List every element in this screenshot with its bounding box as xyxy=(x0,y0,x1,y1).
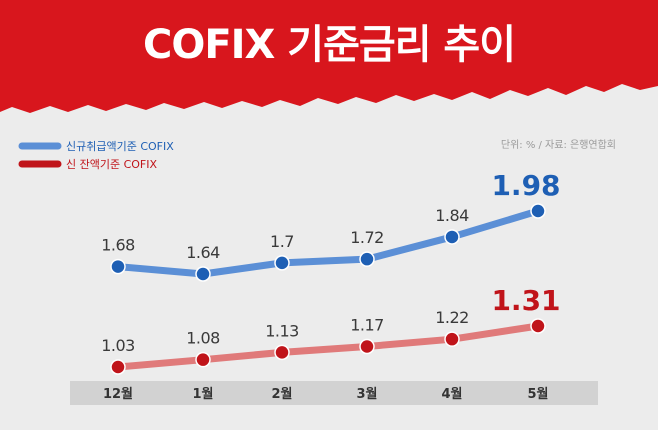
data-point-series-1 xyxy=(359,251,375,267)
data-label-series-2: 1.03 xyxy=(101,336,135,355)
data-label-series-1: 1.72 xyxy=(350,228,384,247)
data-label-series-1: 1.84 xyxy=(435,206,469,225)
data-point-series-1 xyxy=(530,203,546,219)
data-label-series-1: 1.64 xyxy=(186,243,220,262)
data-point-series-2 xyxy=(530,318,546,334)
data-label-series-2: 1.22 xyxy=(435,308,469,327)
data-label-series-1: 1.68 xyxy=(101,236,135,255)
legend-label-series-2: 신 잔액기준 COFIX xyxy=(66,158,158,171)
x-tick-label: 3월 xyxy=(356,386,377,402)
x-tick-label: 1월 xyxy=(192,386,213,402)
x-tick-label: 5월 xyxy=(527,386,548,402)
data-label-series-1: 1.7 xyxy=(270,232,294,251)
data-point-series-1 xyxy=(274,255,290,271)
x-tick-label: 4월 xyxy=(441,386,462,402)
x-tick-label: 12월 xyxy=(103,386,133,402)
data-label-series-1: 1.98 xyxy=(491,169,560,202)
series-line-1 xyxy=(114,207,542,278)
x-axis-bar xyxy=(70,381,598,405)
data-point-series-2 xyxy=(110,359,126,375)
data-point-series-1 xyxy=(110,258,126,275)
series-line-2 xyxy=(114,322,542,371)
chart-title: COFIX 기준금리 추이 xyxy=(143,22,515,68)
data-point-series-2 xyxy=(195,351,211,368)
data-label-series-2: 1.31 xyxy=(491,284,560,317)
data-labels-layer: 1.68 1.64 1.7 1.72 1.84 1.98 1.03 1.08 1.13 1.17 1… xyxy=(101,169,560,355)
data-point-series-2 xyxy=(359,338,375,355)
data-point-series-2 xyxy=(444,331,460,347)
legend-label-series-1: 신규취급액기준 COFIX xyxy=(66,140,174,153)
data-label-series-2: 1.08 xyxy=(186,329,220,348)
data-point-series-1 xyxy=(444,229,460,245)
data-label-series-2: 1.13 xyxy=(265,321,299,340)
x-tick-labels: 12월 1월 2월 3월 4월 5월 xyxy=(103,386,549,402)
title-banner xyxy=(0,0,658,113)
series-layer xyxy=(110,203,546,375)
data-label-series-2: 1.17 xyxy=(350,316,384,335)
x-tick-label: 2월 xyxy=(271,386,292,402)
data-point-series-2 xyxy=(274,344,290,361)
data-point-series-1 xyxy=(195,266,211,282)
source-note: 단위: % / 자료: 은행연합회 xyxy=(501,138,616,151)
